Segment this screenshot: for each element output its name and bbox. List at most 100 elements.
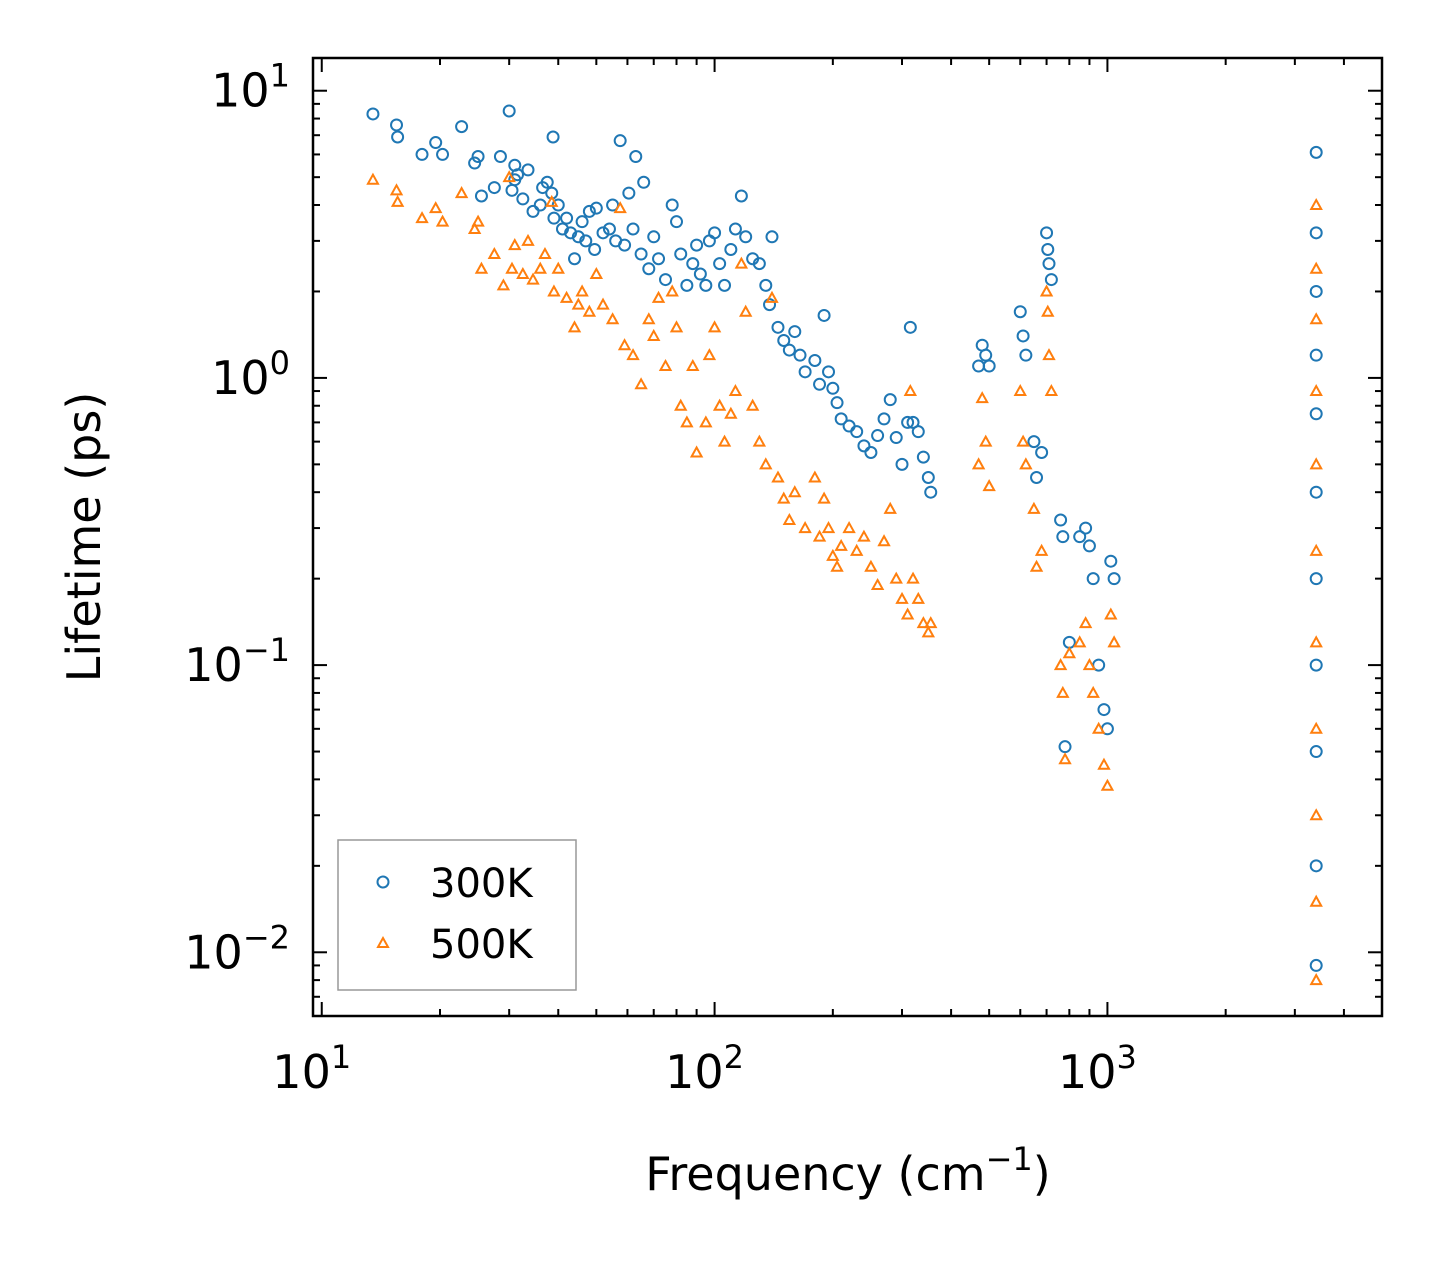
point-300k-5 — [436, 147, 450, 161]
point-500k-58 — [771, 470, 785, 483]
point-500k-8 — [471, 214, 485, 227]
point-500k-32 — [617, 338, 632, 351]
point-300k-55 — [680, 278, 694, 292]
point-300k-25 — [547, 211, 561, 225]
point-500k-118 — [1309, 543, 1323, 556]
point-500k-42 — [680, 415, 694, 428]
point-300k-43 — [622, 186, 636, 200]
point-500k-71 — [849, 543, 864, 556]
point-500k-3 — [415, 211, 429, 224]
x-tick-label-base-0: 10 — [272, 1045, 331, 1099]
point-300k-116 — [1054, 513, 1068, 527]
point-500k-120 — [1309, 721, 1323, 734]
y-tick-label-0: 10−2 — [184, 918, 290, 979]
point-300k-12 — [502, 104, 516, 118]
point-300k-79 — [808, 353, 822, 367]
point-500k-13 — [505, 261, 519, 274]
point-500k-25 — [571, 297, 586, 310]
point-300k-41 — [613, 134, 627, 148]
y-tick-label-exp-0: −2 — [243, 918, 290, 956]
point-500k-10 — [487, 246, 502, 260]
point-500k-30 — [605, 312, 620, 325]
point-300k-49 — [647, 230, 661, 244]
point-300k-50 — [652, 252, 666, 266]
x-tick-label-exp-2: 3 — [1117, 1038, 1137, 1076]
point-500k-113 — [1309, 197, 1323, 211]
point-300k-118 — [1058, 740, 1072, 754]
point-500k-94 — [1029, 559, 1044, 572]
y-axis-title: Lifetime (ps) — [57, 392, 111, 683]
point-300k-133 — [1309, 407, 1323, 421]
series-300k — [366, 104, 1323, 972]
point-500k-69 — [834, 538, 848, 551]
point-500k-45 — [699, 415, 713, 428]
point-500k-29 — [596, 297, 610, 310]
point-300k-99 — [916, 450, 930, 464]
point-500k-77 — [889, 571, 903, 584]
point-500k-28 — [589, 266, 604, 280]
point-500k-109 — [1097, 757, 1111, 770]
point-300k-92 — [883, 393, 897, 407]
legend-label-300k: 300K — [430, 861, 534, 907]
point-300k-17 — [516, 192, 530, 206]
point-300k-30 — [568, 252, 582, 266]
point-500k-59 — [777, 491, 791, 504]
point-300k-137 — [1309, 745, 1323, 759]
point-300k-86 — [842, 419, 856, 433]
point-300k-76 — [788, 325, 802, 339]
point-300k-59 — [699, 278, 713, 292]
point-300k-96 — [903, 320, 917, 334]
point-300k-3 — [415, 147, 429, 161]
point-300k-56 — [686, 257, 700, 271]
point-300k-83 — [826, 381, 840, 395]
point-300k-65 — [728, 222, 742, 236]
y-tick-label-exp-3: 1 — [270, 57, 290, 95]
point-500k-52 — [734, 256, 749, 269]
point-300k-80 — [813, 377, 827, 391]
point-500k-12 — [502, 170, 516, 183]
point-500k-112 — [1107, 635, 1121, 648]
point-500k-97 — [1041, 304, 1055, 317]
point-500k-76 — [883, 501, 897, 514]
point-300k-47 — [637, 175, 651, 189]
point-300k-112 — [1040, 226, 1054, 240]
point-300k-48 — [642, 262, 656, 276]
point-500k-33 — [626, 348, 640, 361]
point-500k-95 — [1034, 543, 1049, 556]
point-300k-42 — [618, 238, 632, 252]
point-300k-115 — [1044, 273, 1058, 287]
point-300k-91 — [877, 412, 891, 426]
point-500k-117 — [1309, 457, 1323, 470]
point-300k-77 — [793, 348, 807, 362]
point-300k-120 — [1073, 530, 1087, 544]
point-500k-54 — [745, 398, 760, 411]
point-500k-87 — [975, 391, 989, 404]
point-500k-23 — [559, 290, 574, 303]
point-300k-127 — [1104, 554, 1118, 568]
point-500k-46 — [702, 348, 717, 361]
x-tick-label-2: 103 — [1058, 1038, 1137, 1099]
x-axis-title-main: Frequency (cm — [645, 1147, 985, 1201]
point-300k-64 — [724, 242, 738, 256]
point-500k-96 — [1039, 284, 1054, 297]
point-300k-89 — [864, 445, 878, 459]
point-300k-102 — [972, 359, 986, 373]
point-500k-43 — [686, 358, 700, 372]
point-500k-68 — [830, 559, 844, 572]
point-500k-48 — [712, 398, 727, 411]
point-500k-26 — [575, 284, 589, 297]
point-500k-41 — [674, 398, 688, 411]
y-tick-label-base-0: 10 — [184, 925, 243, 979]
point-500k-18 — [533, 261, 547, 274]
point-300k-63 — [718, 278, 732, 292]
point-300k-18 — [521, 163, 535, 177]
point-300k-107 — [1016, 329, 1030, 343]
point-500k-27 — [582, 304, 597, 317]
point-300k-131 — [1309, 284, 1323, 298]
point-300k-114 — [1042, 257, 1056, 271]
point-300k-125 — [1097, 703, 1111, 717]
point-300k-51 — [659, 273, 673, 287]
point-500k-1 — [389, 183, 404, 196]
x-tick-label-1: 102 — [665, 1038, 744, 1099]
